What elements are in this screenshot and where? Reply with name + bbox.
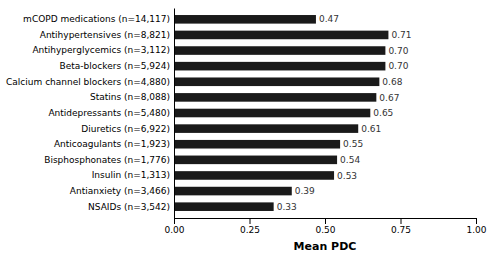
y-tick-label: Anticoagulants (n=1,923) bbox=[54, 139, 170, 149]
y-axis: NSAIDs (n=3,542) Antianxiety (n=3,466) Ins… bbox=[6, 9, 174, 219]
data-label: 0.47 bbox=[319, 14, 339, 24]
y-tick-label: Bisphosphonates (n=1,776) bbox=[44, 155, 170, 165]
bar bbox=[174, 31, 388, 40]
x-tick-label: 0.75 bbox=[391, 225, 411, 235]
x-tick: 0.00 bbox=[164, 218, 184, 235]
x-tick-mark bbox=[401, 218, 402, 224]
y-tick: Antihyperglycemics (n=3,112) bbox=[32, 45, 174, 55]
data-label: 0.55 bbox=[343, 139, 363, 149]
x-tick-label: 0.50 bbox=[315, 225, 335, 235]
y-tick: Diuretics (n=6,922) bbox=[81, 123, 174, 133]
data-label: 0.65 bbox=[373, 108, 393, 118]
y-tick-label: Antianxiety (n=3,466) bbox=[70, 186, 170, 196]
x-tick: 0.75 bbox=[391, 218, 411, 235]
x-tick-mark bbox=[476, 218, 477, 224]
y-tick-label: Statins (n=8,088) bbox=[90, 92, 170, 102]
y-tick: Statins (n=8,088) bbox=[90, 92, 174, 102]
data-label: 0.61 bbox=[361, 124, 381, 134]
bar bbox=[174, 77, 379, 86]
x-tick-mark bbox=[174, 218, 175, 224]
bar bbox=[174, 62, 385, 71]
bar bbox=[174, 46, 385, 55]
x-tick-label: 0.25 bbox=[240, 225, 260, 235]
data-label: 0.39 bbox=[295, 186, 315, 196]
x-tick-label: 1.00 bbox=[466, 225, 486, 235]
y-tick: Antidepressants (n=5,480) bbox=[48, 108, 174, 118]
y-tick-label: Antidepressants (n=5,480) bbox=[48, 108, 170, 118]
data-label: 0.68 bbox=[382, 77, 402, 87]
bars bbox=[174, 15, 388, 211]
bar bbox=[174, 93, 376, 102]
y-tick-label: Antihypertensives (n=8,821) bbox=[40, 30, 170, 40]
y-tick: Calcium channel blockers (n=4,880) bbox=[6, 77, 174, 87]
bar bbox=[174, 124, 358, 133]
x-tick: 0.50 bbox=[315, 218, 335, 235]
y-axis-line bbox=[174, 9, 175, 219]
data-label: 0.54 bbox=[340, 155, 360, 165]
data-label: 0.71 bbox=[391, 30, 411, 40]
bar bbox=[174, 156, 337, 165]
bar bbox=[174, 202, 274, 211]
y-tick-label: Beta-blockers (n=5,924) bbox=[60, 61, 170, 71]
y-tick: Anticoagulants (n=1,923) bbox=[54, 139, 174, 149]
x-tick-label: 0.00 bbox=[164, 225, 184, 235]
y-tick: Antihypertensives (n=8,821) bbox=[40, 30, 174, 40]
y-tick-label: Diuretics (n=6,922) bbox=[81, 123, 170, 133]
plot: 0.00 0.25 0.50 0.75 1.00 NSAIDs (n=3,542) Anti… bbox=[6, 9, 487, 254]
y-tick-label: NSAIDs (n=3,542) bbox=[88, 202, 170, 212]
x-tick-mark bbox=[325, 218, 326, 224]
x-axis: 0.00 0.25 0.50 0.75 1.00 bbox=[164, 218, 486, 235]
x-tick: 1.00 bbox=[466, 218, 486, 235]
y-tick-label: Insulin (n=1,313) bbox=[92, 170, 170, 180]
bar bbox=[174, 109, 370, 118]
y-tick-label: mCOPD medications (n=14,117) bbox=[23, 14, 170, 24]
x-axis-line bbox=[175, 219, 477, 225]
data-label: 0.53 bbox=[337, 171, 357, 181]
data-label: 0.70 bbox=[388, 46, 408, 56]
y-tick: NSAIDs (n=3,542) bbox=[88, 202, 174, 212]
data-label: 0.33 bbox=[277, 202, 297, 212]
y-tick-label: Antihyperglycemics (n=3,112) bbox=[32, 45, 170, 55]
bar bbox=[174, 171, 334, 180]
bar bbox=[174, 15, 316, 24]
chart: 0.00 0.25 0.50 0.75 1.00 NSAIDs (n=3,542) Anti… bbox=[0, 0, 500, 256]
y-tick: Insulin (n=1,313) bbox=[92, 170, 174, 180]
y-tick: Antianxiety (n=3,466) bbox=[70, 186, 174, 196]
x-axis-title: Mean PDC bbox=[294, 240, 357, 253]
y-tick: mCOPD medications (n=14,117) bbox=[23, 14, 174, 24]
data-label: 0.67 bbox=[379, 93, 399, 103]
y-tick: Beta-blockers (n=5,924) bbox=[60, 61, 174, 71]
x-tick: 0.25 bbox=[240, 218, 260, 235]
y-tick: Bisphosphonates (n=1,776) bbox=[44, 155, 174, 165]
y-tick-label: Calcium channel blockers (n=4,880) bbox=[6, 77, 170, 87]
data-labels: 0.33 0.39 0.53 0.54 0.55 0.61 0.65 0.67 0.68 0.70… bbox=[277, 14, 412, 211]
bar bbox=[174, 140, 340, 149]
data-label: 0.70 bbox=[388, 61, 408, 71]
x-tick-mark bbox=[250, 218, 251, 224]
bar bbox=[174, 187, 292, 196]
